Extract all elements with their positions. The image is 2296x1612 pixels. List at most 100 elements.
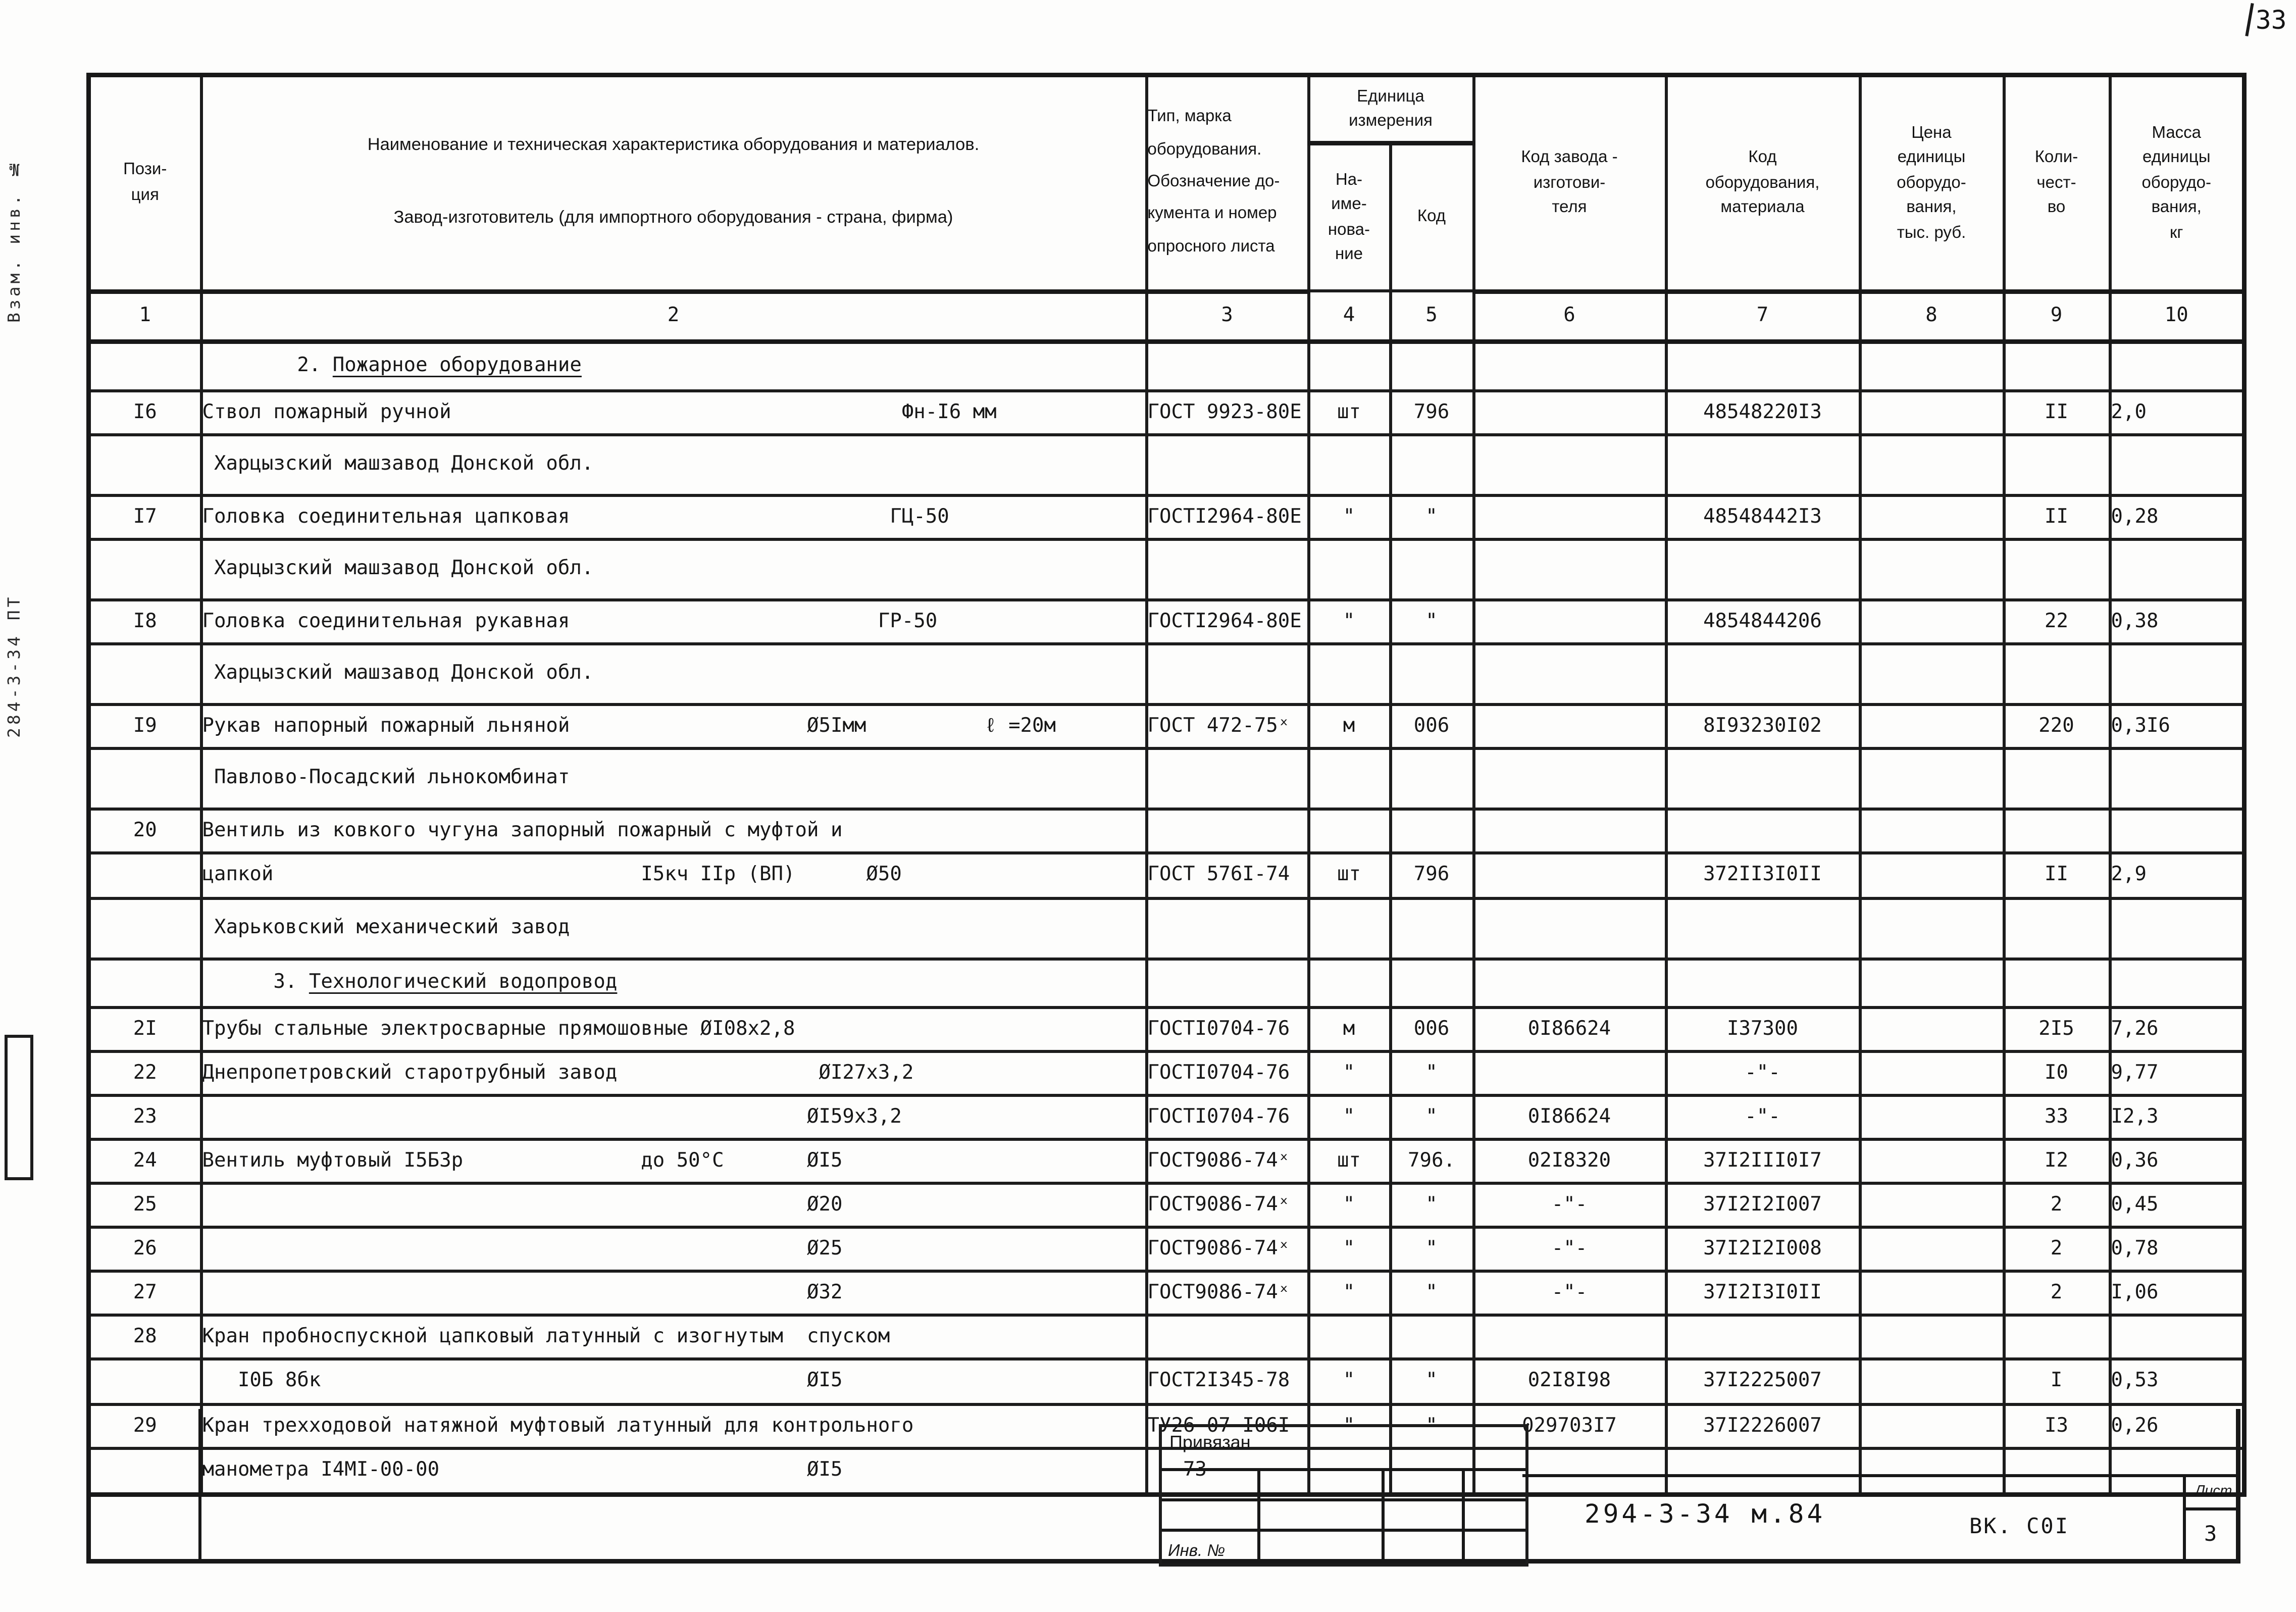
stamp-top-line xyxy=(1522,1474,2240,1477)
qty-cell: 2 xyxy=(2002,1225,2111,1272)
doc-cell: ГОСТI0704-76 xyxy=(1144,1093,1310,1140)
col-header-unit-name: На- име- нова- ние xyxy=(1306,141,1392,292)
qty-cell xyxy=(2002,537,2111,601)
col-header-unit-code: Код xyxy=(1388,141,1475,292)
qty-cell: 33 xyxy=(2002,1093,2111,1140)
mark-code: ВК. С0I xyxy=(1969,1515,2070,1539)
mass-cell: 2,0 xyxy=(2108,388,2246,436)
table-row: 26 Ø25 ГОСТ9086-74ˣ " " -"- 37I2I2I008 2 0,78 xyxy=(87,1225,2246,1272)
fc-cell xyxy=(1471,702,1667,749)
table-row: I8 Головка соединительная рукавная ГР-50 Г… xyxy=(87,597,2246,645)
ec-cell: 37I2I3I0II xyxy=(1664,1269,1861,1316)
pr-cell xyxy=(1858,1356,2005,1405)
name-cell: Кран трехходовой натяжной муфтовый латун… xyxy=(199,1402,1148,1449)
privyazan-rule-1 xyxy=(1162,1468,1525,1471)
ec-cell: -"- xyxy=(1664,1049,1861,1096)
table-row: Харцызский машзавод Донской обл. xyxy=(87,537,2246,601)
qty-cell: 2 xyxy=(2002,1269,2111,1316)
mass-cell xyxy=(2108,807,2246,854)
qty-cell: 22 xyxy=(2002,597,2111,645)
pr-cell xyxy=(1858,597,2005,645)
mass-cell: I2,3 xyxy=(2108,1093,2246,1140)
table-row: 29 Кран трехходовой натяжной муфтовый лат… xyxy=(87,1402,2246,1449)
name-cell: цапкой I5кч IIр (ВП) Ø50 xyxy=(199,850,1148,899)
ec-cell: 37I2225007 xyxy=(1664,1356,1861,1405)
column-number: 4 xyxy=(1306,289,1392,343)
un-cell xyxy=(1306,807,1392,854)
col-header-unit-group: Единица измерения xyxy=(1306,73,1475,145)
privyazan-rule-2 xyxy=(1162,1498,1525,1501)
section-number: 3. xyxy=(202,971,309,994)
frame-right-extension xyxy=(2236,1409,2240,1564)
table-row: 20 Вентиль из ковкого чугуна запорный пож… xyxy=(87,807,2246,854)
pr-cell xyxy=(1858,1137,2005,1184)
ec-cell xyxy=(1664,432,1861,496)
mass-cell: 0,53 xyxy=(2108,1356,2246,1405)
name-cell: манометра I4МI-00-00 ØI5 xyxy=(199,1446,1148,1495)
doc-cell: ГОСТI2964-80Е xyxy=(1144,597,1310,645)
pr-cell xyxy=(1858,1269,2005,1316)
corner-stroke xyxy=(2245,3,2254,37)
qty-cell: 2 xyxy=(2002,1181,2111,1228)
fc-cell xyxy=(1471,597,1667,645)
ec-cell: 8I93230I02 xyxy=(1664,702,1861,749)
doc-cell: ГОСТ9086-74ˣ xyxy=(1144,1269,1310,1316)
col-header-name-line2: Завод-изготовитель (для импортного обору… xyxy=(393,208,953,227)
pr-cell xyxy=(1858,850,2005,899)
table-row: I7 Головка соединительная цапковая ГЦ-50 Г… xyxy=(87,493,2246,540)
pr-cell xyxy=(1858,1313,2005,1360)
table-row: 28 Кран пробноспускной цапковый латунный … xyxy=(87,1313,2246,1360)
qty-cell: II xyxy=(2002,850,2111,899)
pr-cell xyxy=(1858,641,2005,706)
ec-cell xyxy=(1664,807,1861,854)
fc-cell xyxy=(1471,641,1667,706)
un-cell: м xyxy=(1306,702,1392,749)
fc-cell: -"- xyxy=(1471,1269,1667,1316)
table-row: 24 Вентиль муфтовый I5Б3р до 50°С ØI5 ГОСТ… xyxy=(87,1137,2246,1184)
mass-cell: 0,28 xyxy=(2108,493,2246,540)
pos-cell xyxy=(87,956,202,1009)
spec-table-body: 2. Пожарное оборудование I6 Ствол пожарный… xyxy=(87,339,2246,1495)
uc-cell: " xyxy=(1388,1181,1475,1228)
name-cell: Вентиль муфтовый I5Б3р до 50°С ØI5 xyxy=(199,1137,1148,1184)
uc-cell xyxy=(1388,537,1475,601)
mass-cell: 0,38 xyxy=(2108,597,2246,645)
ec-cell: 37I2I2I007 xyxy=(1664,1181,1861,1228)
column-number: 1 xyxy=(87,289,202,343)
uc-cell: 006 xyxy=(1388,702,1475,749)
table-row: 2I Трубы стальные электросварные прямошов… xyxy=(87,1005,2246,1052)
name-cell: Трубы стальные электросварные прямошовны… xyxy=(199,1005,1148,1052)
uc-cell: " xyxy=(1388,1093,1475,1140)
pr-cell xyxy=(1858,746,2005,810)
un-cell xyxy=(1306,1313,1392,1360)
sheet-number: 3 xyxy=(2204,1523,2217,1547)
doc-cell: ГОСТ9086-74ˣ xyxy=(1144,1225,1310,1272)
pos-cell: 20 xyxy=(87,807,202,854)
doc-cell xyxy=(1144,1313,1310,1360)
un-cell xyxy=(1306,641,1392,706)
mass-cell: 0,26 xyxy=(2108,1402,2246,1449)
name-cell: Харцызский машзавод Донской обл. xyxy=(199,432,1148,496)
uc-cell: " xyxy=(1388,1049,1475,1096)
doc-cell: ГОСТI0704-76 xyxy=(1144,1049,1310,1096)
column-number: 5 xyxy=(1388,289,1475,343)
uc-cell xyxy=(1388,896,1475,960)
mass-cell xyxy=(2108,339,2246,392)
mass-cell: 7,26 xyxy=(2108,1005,2246,1052)
name-cell: Кран пробноспускной цапковый латунный с … xyxy=(199,1313,1148,1360)
un-cell xyxy=(1306,432,1392,496)
fc-cell xyxy=(1471,1049,1667,1096)
pr-cell xyxy=(1858,1005,2005,1052)
fc-cell: 0I86624 xyxy=(1471,1005,1667,1052)
pr-cell xyxy=(1858,807,2005,854)
column-number: 6 xyxy=(1471,289,1667,343)
qty-cell: 2I5 xyxy=(2002,1005,2111,1052)
mass-cell xyxy=(2108,1313,2246,1360)
fc-cell xyxy=(1471,896,1667,960)
un-cell: м xyxy=(1306,1005,1392,1052)
un-cell: " xyxy=(1306,1093,1392,1140)
ec-cell: 4854844206 xyxy=(1664,597,1861,645)
qty-cell xyxy=(2002,1313,2111,1360)
